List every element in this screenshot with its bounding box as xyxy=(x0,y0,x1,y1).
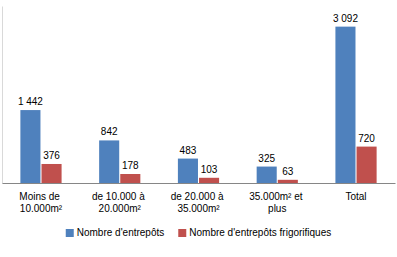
legend-swatch xyxy=(66,229,74,237)
legend-label: Nombre d'entrepôts frigorifiques xyxy=(189,227,331,238)
x-tick-label: 35.000m² et plus xyxy=(249,191,305,214)
x-tick-label: de 20.000 à 35.000m² xyxy=(171,191,227,214)
x-tick: Moins de 10.000m² xyxy=(19,183,62,214)
bar xyxy=(99,140,119,183)
data-label: 842 xyxy=(101,126,118,137)
data-label: 483 xyxy=(180,145,197,156)
x-tick-label: Moins de 10.000m² xyxy=(19,191,62,214)
bar xyxy=(357,147,377,183)
data-label: 178 xyxy=(122,160,139,171)
x-tick: de 10.000 à 20.000m² xyxy=(92,183,148,214)
y-axis xyxy=(2,7,3,184)
x-axis-line xyxy=(3,183,396,184)
chart: 1 442 842 483 325 3 092 376 178 103 63 720 Moins d… xyxy=(0,0,397,257)
bar xyxy=(335,27,355,183)
bar xyxy=(178,159,198,183)
x-axis: Moins de 10.000m² de 10.000 à 20.000m² de … xyxy=(3,183,396,214)
bar xyxy=(199,178,219,183)
data-label: 325 xyxy=(258,153,275,164)
data-label: 63 xyxy=(282,166,294,177)
data-label: 720 xyxy=(358,133,375,144)
legend-item: Nombre d'entrepôts frigorifiques xyxy=(178,227,331,238)
bar xyxy=(120,174,140,183)
bar xyxy=(257,167,277,183)
y-axis-line xyxy=(2,7,3,184)
x-tick-label: Total xyxy=(345,191,366,202)
legend-swatch xyxy=(178,229,186,237)
bar xyxy=(42,164,62,183)
bar xyxy=(20,110,40,183)
legend: Nombre d'entrepôts Nombre d'entrepôts fri… xyxy=(66,227,332,238)
data-labels: 1 442 842 483 325 3 092 376 178 103 63 720 xyxy=(18,13,375,177)
bars xyxy=(20,27,376,183)
data-label: 1 442 xyxy=(18,96,43,107)
data-label: 376 xyxy=(43,150,60,161)
x-tick: 35.000m² et plus xyxy=(249,183,305,214)
x-tick: de 20.000 à 35.000m² xyxy=(171,183,227,214)
x-tick-label: de 10.000 à 20.000m² xyxy=(92,191,148,214)
legend-label: Nombre d'entrepôts xyxy=(77,227,165,238)
legend-item: Nombre d'entrepôts xyxy=(66,227,165,238)
data-label: 103 xyxy=(201,164,218,175)
data-label: 3 092 xyxy=(333,13,358,24)
x-tick: Total xyxy=(345,183,366,202)
bar xyxy=(278,180,298,183)
